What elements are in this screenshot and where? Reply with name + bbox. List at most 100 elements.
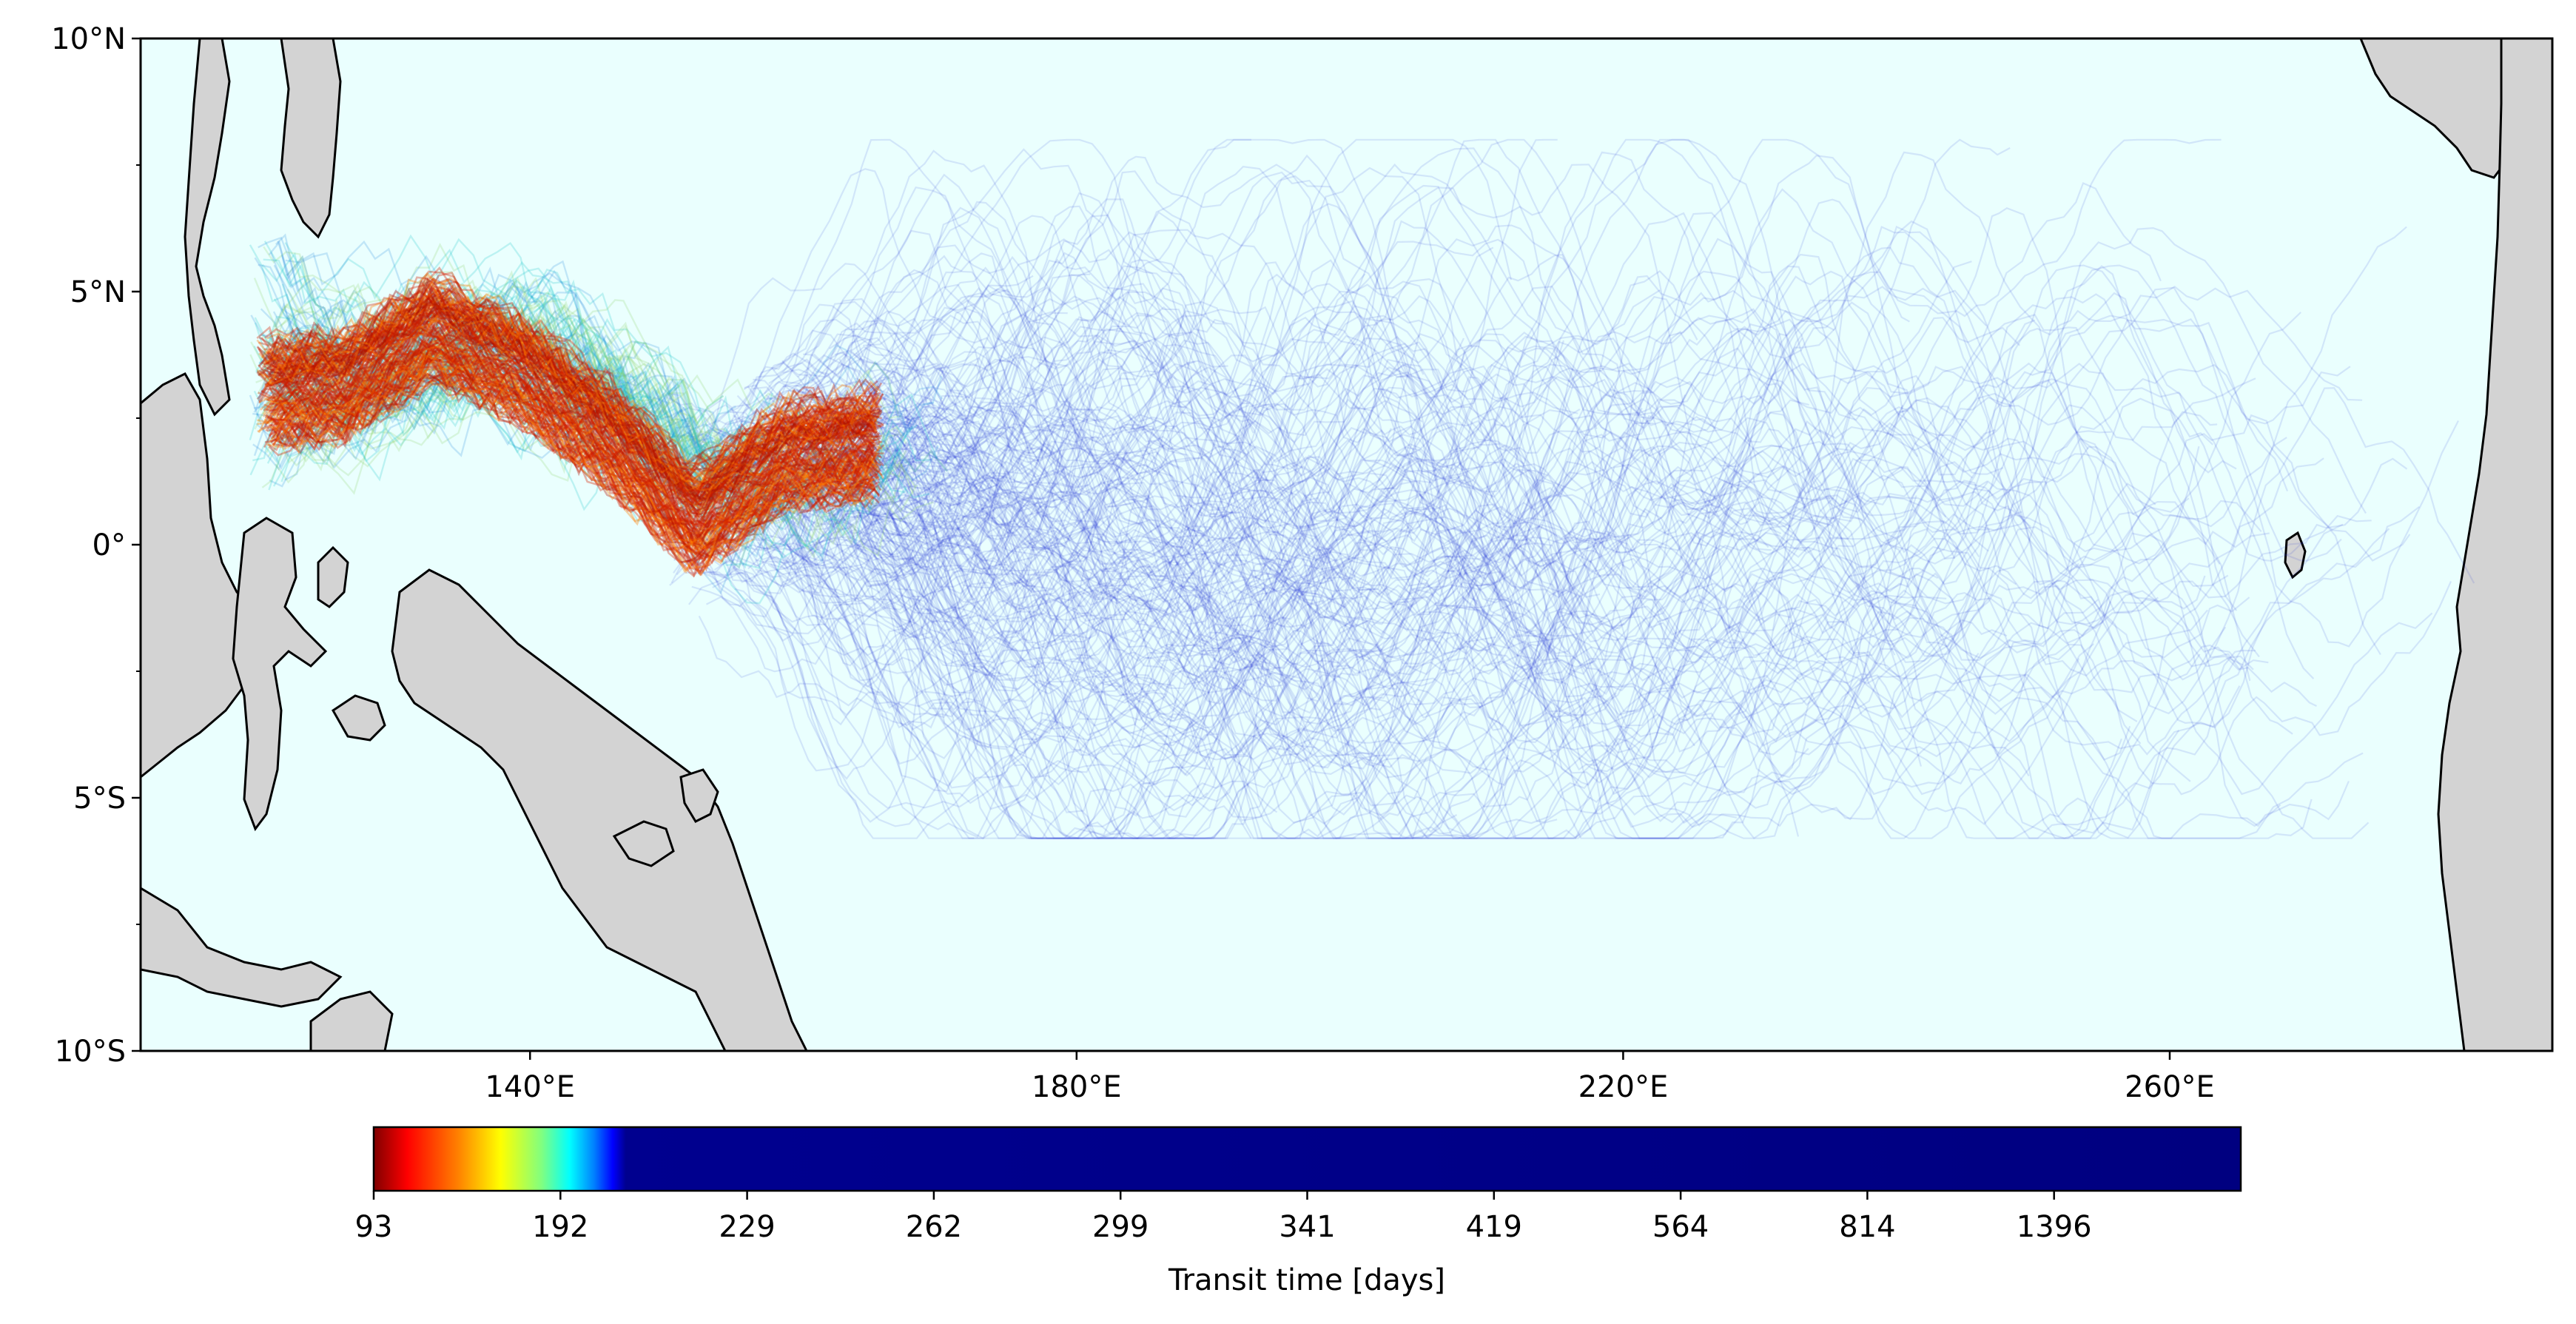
trajectory-line-fast [268,307,873,508]
trajectory-line-slow [671,313,1423,787]
trajectory-line-mid [276,293,734,505]
trajectory-line-fast [266,312,881,504]
trajectory-line-slow [790,508,1414,828]
trajectory-line-slow [667,224,1774,671]
trajectory-line-mid [249,244,833,520]
trajectory-line-slow [710,155,2162,646]
trajectory-line-slow [867,155,2156,784]
trajectory-line-slow [708,273,1366,726]
trajectory-line-slow [838,480,1139,690]
trajectory-line-fast [272,287,876,498]
colorbar-tick-label: 341 [1279,1210,1335,1244]
trajectory-line-slow [699,335,2138,722]
trajectory-line-mid [255,298,742,536]
trajectory-line-slow [687,212,1947,744]
trajectory-line-slow [828,138,1558,749]
trajectory-line-mid [255,287,749,451]
trajectory-line-slow [820,451,1273,756]
trajectory-line-fast [266,352,874,559]
trajectory-line-mid [255,279,768,500]
trajectory-line-slow [764,447,1278,839]
trajectory-layer [249,138,2475,840]
trajectory-line-slow [724,363,986,559]
trajectory-line-slow [762,249,1835,706]
colorbar-tick-label: 229 [719,1210,775,1244]
trajectory-line-mid [254,326,852,488]
trajectory-line-slow [806,148,1661,664]
trajectory-line-fast [266,337,875,525]
trajectory-line-mid [266,333,908,558]
trajectory-line-fast [256,266,879,475]
trajectory-line-slow [782,188,1980,839]
trajectory-line-fast [267,289,882,487]
trajectory-line-slow [841,286,2351,772]
trajectory-line-mid [274,278,724,466]
trajectory-line-fast [259,303,873,512]
trajectory-line-slow [713,374,1043,594]
trajectory-line-mid [258,263,803,541]
trajectory-line-fast [257,354,872,555]
trajectory-line-slow [796,493,1597,793]
trajectory-line-slow [864,205,1311,537]
trajectory-line-slow [747,318,1917,725]
trajectory-line-fast [259,345,879,542]
trajectory-line-mid [263,241,804,511]
trajectory-line-fast [274,351,872,553]
trajectory-line-mid [284,234,843,517]
land-galapagos [2284,531,2307,579]
trajectory-line-fast [269,348,881,547]
trajectory-line-slow [834,337,1325,648]
trajectory-line-fast [275,373,875,573]
trajectory-line-slow [838,206,2170,701]
trajectory-line-fast [258,295,884,502]
trajectory-line-fast [257,278,881,472]
trajectory-line-slow [671,404,2099,839]
trajectory-line-mid [284,309,874,523]
trajectory-line-slow [818,397,1695,839]
trajectory-line-slow [768,184,2269,671]
trajectory-line-slow [727,229,2370,839]
trajectory-line-slow [850,147,1653,553]
trajectory-line-fast [266,296,876,485]
trajectory-line-mid [268,327,845,522]
trajectory-line-slow [833,408,1581,619]
trajectory-line-slow [804,298,1686,729]
trajectory-line-slow [750,441,981,665]
trajectory-line-mid [255,295,782,418]
trajectory-line-slow [747,352,1807,839]
trajectory-line-slow [838,291,1538,655]
trajectory-line-slow [666,431,1015,688]
trajectory-line-mid [253,282,769,491]
trajectory-line-fast [263,346,876,551]
trajectory-line-fast [263,288,882,492]
trajectory-line-slow [726,246,2411,839]
trajectory-line-fast [270,292,878,506]
land-halmahera [317,545,349,608]
trajectory-line-mid [282,276,798,531]
trajectory-line-slow [801,310,1006,394]
trajectory-line-mid [275,314,682,464]
trajectory-line-slow [796,388,2030,777]
trajectory-line-slow [816,201,1547,623]
trajectory-line-slow [768,447,1963,839]
trajectory-line-mid [286,286,918,535]
trajectory-line-mid [282,241,761,480]
trajectory-line-fast [270,357,881,543]
trajectory-line-mid [261,252,773,563]
land-philippines [184,38,231,417]
trajectory-line-fast [270,297,876,507]
trajectory-line-fast [270,283,876,494]
trajectory-line-slow [807,392,1496,789]
trajectory-line-fast [266,363,873,574]
trajectory-line-slow [855,352,2433,839]
trajectory-line-fast [257,347,881,551]
trajectory-line-fast [272,372,878,578]
trajectory-line-slow [706,355,2324,839]
trajectory-line-slow [755,420,1373,673]
trajectory-line-mid [274,292,911,512]
trajectory-line-fast [269,289,878,503]
trajectory-line-slow [766,138,1988,840]
trajectory-line-slow [852,151,1860,839]
trajectory-line-fast [270,346,878,551]
trajectory-line-mid [275,233,744,505]
